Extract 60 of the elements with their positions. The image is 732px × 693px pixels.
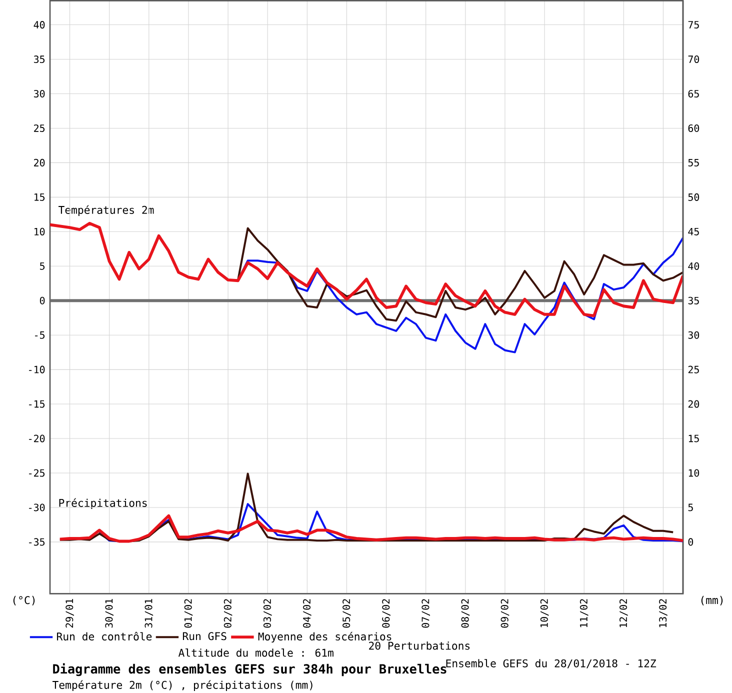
y2-tick-label: 25 [688, 366, 699, 374]
x-tick-label: 02/02 [224, 599, 232, 628]
y2-tick-label: 65 [688, 90, 699, 98]
y-tick-label: 10 [34, 228, 45, 236]
y-axis-title: (°C) [13, 596, 35, 606]
y-tick-label: -10 [29, 366, 45, 374]
x-tick-label: 07/02 [422, 599, 430, 628]
y-tick-label: -20 [29, 434, 45, 442]
x-tick-label: 11/02 [580, 599, 588, 628]
x-tick-label: 03/02 [263, 599, 272, 628]
y2-tick-label: 5 [688, 504, 693, 512]
text: 20 Perturbations [369, 642, 470, 650]
y2-tick-label: 15 [688, 434, 699, 442]
x-tick-label: 29/01 [66, 599, 74, 628]
y2-tick-label: 30 [688, 331, 700, 340]
x-tick-label: 09/02 [500, 599, 510, 628]
legend-label: Moyenne des scénarios [258, 632, 392, 643]
legend-label: Run GFS [182, 632, 226, 640]
x-tick-label: 31/01 [144, 599, 154, 628]
y-tick-label: -25 [29, 469, 45, 477]
x-tick-label: 13/02 [659, 599, 668, 628]
y-tick-label: 0 [40, 297, 45, 305]
y2-tick-label: 50 [688, 194, 700, 202]
x-tick-label: 12/02 [620, 599, 628, 628]
y-tick-label: 30 [34, 90, 45, 98]
text: Altitude du modele : 61m [178, 648, 334, 657]
x-tick-label: 01/02 [184, 599, 193, 628]
y2-tick-label: 35 [688, 297, 699, 305]
y2-axis-title: (mm) [701, 596, 723, 606]
y2-tick-label: 45 [688, 228, 699, 236]
x-tick-label: 05/02 [342, 599, 351, 628]
x-tick-label: 06/02 [382, 599, 390, 628]
y2-tick-label: 70 [688, 56, 700, 64]
text: Ensemble GEFS du 28/01/2018 - 12Z [446, 659, 656, 668]
y-tick-label: 40 [34, 21, 45, 29]
y-tick-label: 20 [34, 159, 45, 167]
y2-tick-label: 75 [688, 21, 699, 29]
y2-tick-label: 60 [688, 124, 700, 132]
y2-tick-label: 40 [688, 262, 700, 270]
x-tick-label: 04/02 [303, 599, 312, 628]
y2-tick-label: 10 [688, 469, 700, 477]
x-tick-label: 08/02 [461, 599, 470, 628]
y-tick-label: -35 [29, 538, 45, 546]
y-tick-label: 5 [40, 262, 45, 270]
y2-tick-label: 0 [688, 538, 694, 546]
annotation: Températures 2m [58, 205, 154, 216]
x-tick-label: 30/01 [105, 599, 114, 628]
x-tick-label: 10/02 [540, 599, 549, 628]
y-tick-label: -5 [35, 332, 45, 339]
y-tick-label: 35 [34, 56, 45, 64]
y2-tick-label: 55 [688, 159, 699, 167]
y-tick-label: 15 [34, 194, 45, 202]
legend-label: Run de contrôle [57, 632, 152, 641]
annotation: Précipitations [59, 498, 147, 510]
y-tick-label: 25 [34, 124, 45, 132]
text: Diagramme des ensembles GEFS sur 384h pour Bruxelles [53, 663, 446, 676]
y2-tick-label: 20 [688, 400, 700, 408]
y-tick-label: -30 [29, 504, 45, 512]
y-tick-label: -15 [29, 400, 45, 408]
text: Température 2m (°C) , précipitations (mm) [52, 680, 312, 692]
